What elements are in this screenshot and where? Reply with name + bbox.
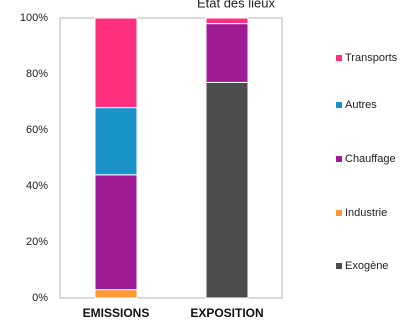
bar-exposition-chauffage	[205, 23, 249, 83]
legend-label: Exogène	[345, 260, 388, 272]
x-axis: EMISSIONS EXPOSITION	[83, 306, 264, 320]
legend-label: Chauffage	[345, 153, 396, 165]
x-tick-label-exposition: EXPOSITION	[190, 306, 263, 320]
legend-label: Autres	[345, 99, 377, 111]
legend-swatch	[336, 156, 342, 162]
legend-label: Industrie	[345, 207, 387, 219]
plot-area	[59, 17, 283, 299]
legend-item-chauffage: Chauffage	[336, 153, 396, 165]
y-tick-label: 20%	[26, 236, 48, 248]
legend-item-industrie: Industrie	[336, 207, 387, 219]
legend-swatch	[336, 210, 342, 216]
legend-item-transports: Transports	[336, 52, 398, 64]
legend-item-exogene: Exogène	[336, 260, 388, 272]
y-axis: 0% 20% 40% 60% 80% 100%	[20, 12, 48, 304]
y-tick-label: 60%	[26, 124, 48, 136]
y-tick-label: 40%	[26, 180, 48, 192]
plot-border	[59, 17, 283, 299]
y-tick-label: 80%	[26, 68, 48, 80]
legend-label: Transports	[345, 52, 398, 64]
bar-exposition-transports	[205, 17, 249, 25]
legend-swatch	[336, 263, 342, 269]
bars-group	[94, 17, 249, 299]
legend-swatch	[336, 102, 342, 108]
legend-swatch	[336, 55, 342, 61]
bar-emissions-autres	[94, 107, 138, 176]
legend: Transports Autres Chauffage Industrie Exogèn…	[336, 52, 398, 272]
chart-title: Etat des lieux	[197, 0, 276, 10]
bar-emissions-transports	[94, 17, 138, 109]
bar-exposition-exogene	[205, 81, 249, 299]
legend-item-autres: Autres	[336, 99, 377, 111]
bar-emissions-industrie	[94, 289, 138, 299]
y-tick-label: 100%	[20, 12, 48, 24]
x-tick-label-emissions: EMISSIONS	[83, 306, 150, 320]
y-tick-label: 0%	[32, 292, 48, 304]
bar-emissions-chauffage	[94, 174, 138, 291]
